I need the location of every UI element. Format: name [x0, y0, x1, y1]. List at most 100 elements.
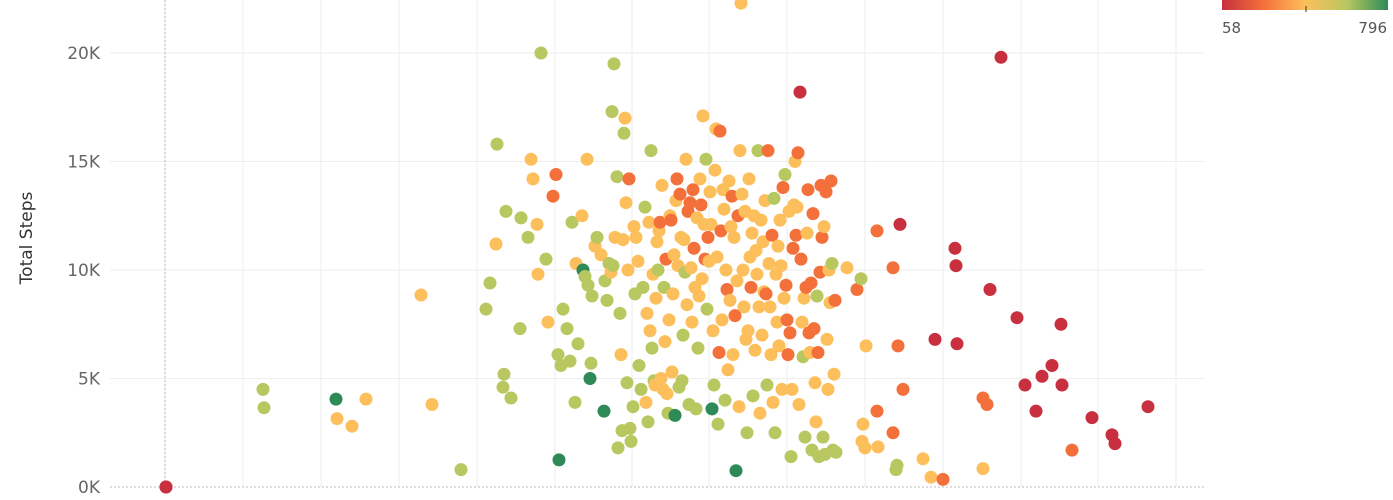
data-point	[783, 326, 797, 340]
gridlines	[110, 0, 1205, 488]
data-point	[617, 126, 631, 140]
data-point	[454, 463, 468, 477]
data-point	[808, 376, 822, 390]
data-point	[761, 144, 775, 158]
data-point	[810, 289, 824, 303]
data-point	[703, 185, 717, 199]
data-point	[725, 189, 739, 203]
data-point	[706, 324, 720, 338]
data-point	[425, 398, 439, 411]
data-point	[754, 213, 768, 227]
data-point	[773, 213, 787, 227]
data-point	[886, 261, 900, 275]
y-tick-label: 20K	[67, 44, 101, 64]
data-point	[886, 426, 900, 440]
data-point	[632, 359, 646, 372]
data-point	[726, 348, 740, 362]
data-point	[976, 462, 990, 476]
data-point	[687, 241, 701, 255]
data-point	[928, 332, 942, 346]
data-point	[257, 401, 271, 415]
data-point	[811, 346, 825, 359]
data-point	[699, 152, 713, 166]
data-point	[767, 191, 781, 205]
data-point	[751, 144, 765, 158]
data-point	[809, 415, 823, 429]
data-point	[568, 395, 582, 409]
data-point	[896, 382, 910, 396]
data-point	[859, 339, 873, 353]
data-point	[916, 452, 930, 466]
data-point	[1035, 369, 1049, 383]
data-point	[723, 293, 737, 307]
data-point	[636, 280, 650, 294]
data-point	[748, 343, 762, 357]
data-point	[531, 267, 545, 281]
data-point	[584, 356, 598, 370]
data-point	[742, 172, 756, 186]
data-point	[765, 228, 779, 242]
data-point	[623, 421, 637, 435]
data-point	[256, 382, 270, 396]
data-point	[713, 124, 727, 138]
data-point	[733, 144, 747, 158]
data-point	[660, 387, 674, 401]
data-point	[797, 291, 811, 305]
data-point	[871, 440, 885, 454]
data-point	[631, 254, 645, 268]
data-point	[1055, 378, 1069, 392]
data-point	[551, 348, 565, 362]
data-point	[762, 257, 776, 270]
data-point	[850, 283, 864, 296]
data-point	[800, 226, 814, 240]
data-point	[736, 263, 750, 277]
data-point	[668, 408, 682, 422]
data-point	[683, 196, 697, 210]
data-point	[801, 183, 815, 197]
data-point	[667, 248, 681, 262]
data-point	[793, 85, 807, 99]
data-point	[816, 430, 830, 444]
data-point	[890, 458, 904, 472]
data-points	[159, 0, 1155, 494]
data-point	[695, 272, 709, 286]
data-point	[657, 280, 671, 294]
data-point	[1045, 359, 1059, 372]
data-point	[707, 378, 721, 392]
data-point	[714, 224, 728, 238]
y-tick-label: 0K	[78, 478, 101, 498]
data-point	[891, 339, 905, 353]
data-point	[583, 372, 597, 385]
data-point	[700, 302, 714, 316]
data-point	[521, 230, 535, 244]
data-point	[560, 322, 574, 336]
data-point	[794, 252, 808, 266]
data-point	[786, 241, 800, 255]
data-point	[755, 328, 769, 342]
data-point	[792, 398, 806, 411]
data-point	[605, 105, 619, 119]
data-point	[691, 341, 705, 355]
data-point	[613, 306, 627, 320]
data-point	[936, 472, 950, 486]
data-point	[571, 337, 585, 351]
data-point	[752, 300, 766, 314]
data-point	[710, 250, 724, 264]
data-point	[644, 144, 658, 158]
data-point	[705, 402, 719, 416]
data-point	[740, 426, 754, 440]
data-point	[643, 324, 657, 338]
data-point	[693, 172, 707, 186]
data-point	[819, 185, 833, 199]
data-point	[680, 298, 694, 312]
data-point	[734, 0, 748, 10]
data-point	[775, 382, 789, 396]
data-point	[771, 239, 785, 253]
data-point	[798, 430, 812, 444]
data-point	[893, 217, 907, 231]
data-point	[686, 183, 700, 197]
data-point	[791, 146, 805, 160]
data-point	[676, 328, 690, 342]
data-point	[675, 374, 689, 388]
data-point	[737, 300, 751, 314]
